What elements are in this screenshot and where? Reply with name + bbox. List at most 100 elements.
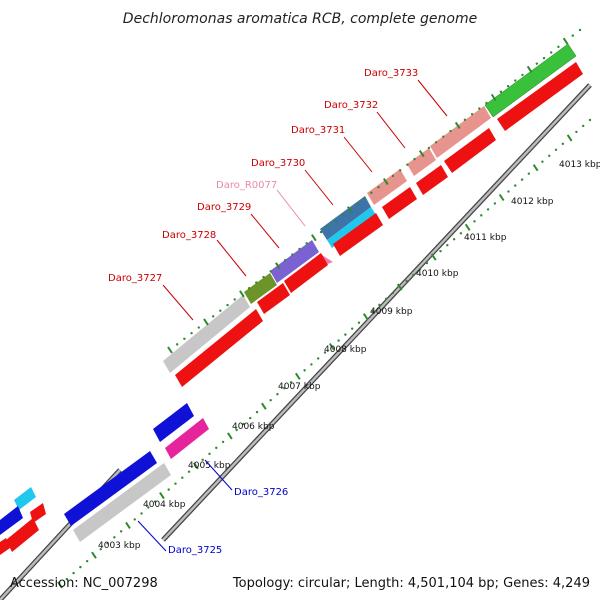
map-title: Dechloromonas aromatica RCB, complete ge… (123, 11, 477, 27)
tick-lower-minor (255, 410, 259, 414)
tick-lower-minor (548, 154, 551, 157)
tick-lower-major (532, 164, 539, 172)
gene-feature-daro3731[interactable] (367, 169, 407, 205)
tick-lower-minor (106, 542, 109, 545)
gene-feature-left-blue[interactable] (0, 506, 23, 535)
kbp-label: 4005 kbp (188, 461, 231, 471)
tick-lower-minor (181, 476, 184, 479)
gene-feature-daro3727[interactable] (163, 295, 250, 373)
red-feature-3[interactable] (416, 165, 448, 195)
gene-label-daro3731[interactable]: Daro_3731 (291, 125, 345, 136)
tick-lower-minor (72, 571, 75, 575)
kbp-label: 4011 kbp (464, 233, 507, 243)
tick-lower-minor (561, 142, 565, 146)
tick-lower-major (430, 253, 437, 261)
tick-upper-minor (391, 174, 395, 178)
red-feature-4[interactable] (382, 187, 417, 219)
tick-lower-minor (153, 500, 157, 503)
tick-upper-minor (370, 191, 373, 195)
gene-label-daro3727[interactable]: Daro_3727 (108, 273, 162, 284)
gene-label-daro3728[interactable]: Daro_3728 (162, 230, 216, 241)
tick-upper-major (311, 234, 317, 242)
tick-upper-minor (255, 281, 258, 284)
gene-feature-daro3732-b[interactable] (407, 148, 436, 176)
gene-label-daro3729[interactable]: Daro_3729 (197, 202, 251, 213)
gene-feature-daro3729[interactable] (270, 240, 319, 283)
tick-upper-minor (506, 84, 510, 88)
red-feature-6[interactable] (284, 253, 328, 293)
gene-feature-daro3728[interactable] (244, 273, 277, 304)
kbp-label: 4013 kbp (559, 160, 600, 170)
red-feature-7[interactable] (257, 283, 290, 314)
tick-upper-minor (550, 51, 553, 54)
tick-lower-minor (208, 452, 211, 456)
tick-upper-minor (291, 253, 294, 256)
tick-lower-minor (405, 279, 408, 283)
tick-lower-minor (412, 273, 415, 277)
gene-feature-daro3730[interactable] (320, 196, 371, 240)
gene-feature-left-red-2[interactable] (30, 503, 46, 523)
tick-lower-minor (310, 363, 313, 366)
tick-lower-minor (269, 398, 272, 402)
tick-upper-minor (442, 135, 445, 138)
tick-lower-minor (242, 422, 245, 426)
tick-lower-minor (323, 351, 327, 354)
gene-feature-left-red-1[interactable] (6, 518, 39, 552)
tick-upper-minor (298, 247, 301, 251)
tick-upper-major (418, 149, 425, 158)
tick-upper-minor (355, 202, 359, 206)
tick-upper-major (454, 121, 461, 129)
tick-lower-minor (520, 178, 524, 181)
gene-label-daro3732[interactable]: Daro_3732 (324, 100, 378, 111)
gene-feature-left-red-3[interactable] (0, 538, 10, 555)
tick-upper-minor (197, 326, 200, 329)
tick-upper-minor (398, 169, 402, 172)
red-feature-8[interactable] (175, 309, 263, 387)
gene-feature-left-cyan[interactable] (14, 487, 36, 510)
tick-lower-major (362, 313, 369, 321)
gene-label-daro3726[interactable]: Daro_3726 (234, 487, 288, 498)
gene-feature-daro3725-gray[interactable] (73, 463, 171, 542)
red-feature-5[interactable] (333, 213, 383, 256)
gene-feature-daro3730-cyan[interactable] (327, 207, 376, 248)
gene-feature-daro3733[interactable] (484, 43, 577, 118)
tick-upper-minor (377, 185, 380, 189)
tick-lower-minor (85, 559, 89, 563)
gene-label-daro3725[interactable]: Daro_3725 (168, 545, 222, 556)
tick-lower-minor (303, 369, 306, 372)
gene-label-daro3733[interactable]: Daro_3733 (364, 68, 418, 79)
tick-lower-major (328, 342, 335, 351)
tick-upper-minor (521, 73, 524, 77)
tick-lower-minor (588, 118, 592, 122)
tick-lower-minor (480, 214, 483, 217)
tick-upper-minor (305, 242, 308, 245)
tick-lower-minor (167, 488, 170, 491)
red-feature-2[interactable] (444, 128, 496, 173)
red-feature-1[interactable] (497, 62, 583, 131)
gene-feature-daro3725-blue[interactable] (64, 451, 157, 526)
tick-lower-minor (201, 458, 204, 462)
kbp-label: 4009 kbp (370, 307, 413, 317)
tick-lower-minor (276, 393, 279, 396)
gene-label-daro3730[interactable]: Daro_3730 (251, 158, 305, 169)
tick-lower-minor (119, 530, 123, 533)
tick-upper-minor (327, 225, 330, 228)
gene-feature-daro3732-a[interactable] (430, 106, 491, 158)
tick-upper-minor (226, 303, 229, 307)
tick-upper-major (167, 346, 173, 354)
tick-lower-minor (337, 339, 340, 342)
gene-feature-daro3726-pink[interactable] (165, 418, 209, 459)
tick-lower-minor (493, 202, 497, 205)
leader-line-daro3729 (250, 213, 280, 249)
tick-upper-minor (499, 90, 503, 93)
leader-line-daro3732 (376, 111, 406, 149)
tick-lower-minor (79, 565, 82, 569)
tick-upper-minor (535, 62, 539, 65)
tick-upper-minor (183, 337, 186, 340)
gene-label-daro-r0077[interactable]: Daro_R0077 (216, 180, 277, 191)
gene-feature-daro3726-blue[interactable] (153, 403, 194, 442)
tick-lower-minor (459, 232, 463, 235)
tick-lower-major (566, 134, 573, 142)
tick-upper-minor (485, 101, 488, 105)
